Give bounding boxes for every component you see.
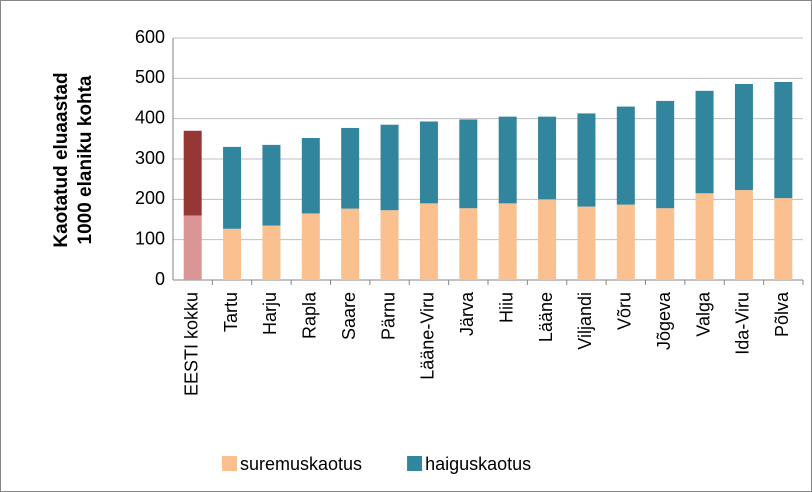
legend-label: suremuskaotus — [240, 454, 362, 474]
bar-segment — [183, 130, 202, 216]
legend-label: haiguskaotus — [425, 454, 531, 474]
x-tick-label: Ida-Viru — [733, 292, 753, 355]
bar-segment — [498, 116, 517, 204]
y-tick-label: 400 — [135, 107, 165, 127]
bar-segment — [538, 199, 557, 280]
y-axis-label: Kaotatud eluaastad 1000 elaniku kohta — [51, 72, 96, 247]
bar-segment — [695, 193, 714, 280]
y-tick-label: 200 — [135, 188, 165, 208]
x-tick-label: Hiiu — [496, 292, 516, 323]
y-axis-label-line: 1000 elaniku kohta — [75, 75, 96, 244]
x-tick-label: Valga — [693, 291, 713, 337]
x-tick-label: Pärnu — [378, 292, 398, 340]
x-tick-label: Tartu — [221, 292, 241, 332]
bar-segment — [419, 203, 438, 280]
bar-segment — [774, 81, 793, 199]
bar-segment — [774, 198, 793, 280]
x-tick-label: Järva — [457, 291, 477, 336]
legend-swatch — [222, 456, 237, 471]
bar-segment — [734, 83, 753, 191]
bar-segment — [498, 203, 517, 280]
x-tick-label: Rapla — [300, 291, 320, 339]
bar-segment — [577, 113, 596, 207]
bar-segment — [341, 208, 360, 280]
bar-segment — [301, 138, 320, 214]
y-tick-label: 0 — [155, 269, 165, 289]
bar-segment — [695, 90, 714, 194]
bar-segment — [380, 210, 399, 280]
bar-segment — [459, 208, 478, 280]
legend-swatch — [407, 456, 423, 471]
x-tick-label: Harju — [260, 292, 280, 335]
bar-segment — [419, 121, 438, 204]
y-axis-label-line: Kaotatud eluaastad — [51, 72, 72, 247]
bar-segment — [616, 106, 635, 205]
y-tick-label: 500 — [135, 67, 165, 87]
x-tick-label: Võru — [615, 292, 635, 330]
bar-segment — [538, 116, 557, 200]
y-tick-label: 100 — [135, 228, 165, 248]
bar-segment — [301, 213, 320, 280]
bar-segment — [183, 215, 202, 280]
bar-segment — [380, 124, 399, 211]
bar-segment — [734, 190, 753, 280]
bar-segment — [616, 204, 635, 280]
bar-segment — [656, 100, 675, 209]
bar-segment — [341, 127, 360, 209]
bar-segment — [262, 225, 281, 280]
x-tick-label: Lääne — [536, 292, 556, 342]
bar-segment — [262, 144, 281, 226]
y-tick-label: 600 — [135, 27, 165, 47]
x-tick-label: Põlva — [772, 291, 792, 337]
bar-segment — [223, 228, 242, 280]
bar-segment — [656, 208, 675, 280]
bar-segment — [223, 146, 242, 229]
bar-segment — [459, 119, 478, 209]
x-tick-label: Saare — [339, 292, 359, 340]
x-tick-label: Viljandi — [575, 292, 595, 350]
x-tick-label: EESTI kokku — [181, 292, 201, 396]
x-tick-label: Lääne-Viru — [418, 292, 438, 380]
x-tick-label: Jõgeva — [654, 291, 674, 350]
y-tick-label: 300 — [135, 148, 165, 168]
bar-segment — [577, 206, 596, 280]
